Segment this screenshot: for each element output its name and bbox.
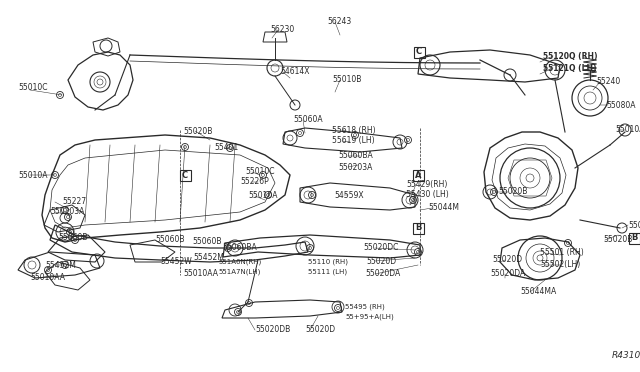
Text: 55020DC: 55020DC (363, 244, 398, 253)
Text: 55618 (RH): 55618 (RH) (332, 125, 376, 135)
Text: 55020DB: 55020DB (255, 326, 291, 334)
Text: 55010C: 55010C (245, 167, 275, 176)
Text: 55010C: 55010C (18, 83, 47, 93)
Text: 55080A: 55080A (606, 100, 636, 109)
Text: 55110 (RH): 55110 (RH) (308, 259, 348, 265)
Text: 55452W: 55452W (160, 257, 192, 266)
Text: 55010B: 55010B (332, 76, 362, 84)
Text: 55010A: 55010A (18, 170, 47, 180)
Text: 55452M: 55452M (193, 253, 224, 263)
Text: 55020D: 55020D (305, 326, 335, 334)
Text: 550203A: 550203A (50, 208, 84, 217)
Text: 551A7N(LH): 551A7N(LH) (218, 269, 260, 275)
Text: 55020D: 55020D (366, 257, 396, 266)
Text: 55240: 55240 (596, 77, 620, 87)
Text: B: B (415, 224, 421, 232)
Text: 55430 (LH): 55430 (LH) (406, 190, 449, 199)
Text: 55+95+A(LH): 55+95+A(LH) (345, 314, 394, 320)
Text: 55010AA: 55010AA (30, 273, 65, 282)
Text: A: A (415, 170, 421, 180)
Text: 55452M: 55452M (45, 260, 76, 269)
Text: 55060BA: 55060BA (338, 151, 372, 160)
Text: 55020D: 55020D (492, 256, 522, 264)
Text: 55227: 55227 (62, 198, 86, 206)
Text: B: B (631, 234, 637, 243)
Text: 55111 (LH): 55111 (LH) (308, 269, 347, 275)
Text: 55044MA: 55044MA (520, 288, 556, 296)
Text: 55020B: 55020B (183, 126, 212, 135)
Text: 55060B: 55060B (192, 237, 221, 246)
Text: 55502(LH): 55502(LH) (540, 260, 580, 269)
Text: 55020DA: 55020DA (365, 269, 400, 279)
Text: R431005F: R431005F (612, 350, 640, 359)
Text: 55226P: 55226P (240, 177, 269, 186)
Text: 55121Q (LH): 55121Q (LH) (543, 64, 596, 73)
Text: C: C (416, 48, 422, 57)
Text: 55010A: 55010A (615, 125, 640, 135)
Text: 55010A: 55010A (248, 192, 278, 201)
Text: 55429(RH): 55429(RH) (406, 180, 447, 189)
Text: 55060B: 55060B (58, 234, 88, 243)
Text: 54614X: 54614X (280, 67, 310, 77)
Text: 55495 (RH): 55495 (RH) (345, 304, 385, 310)
Text: 55060A: 55060A (293, 115, 323, 125)
Text: 55044M: 55044M (428, 203, 459, 212)
Text: 55619 (LH): 55619 (LH) (332, 137, 374, 145)
Text: 55010A: 55010A (628, 221, 640, 230)
Text: 55010AA: 55010AA (183, 269, 218, 278)
Text: 551A6N(RH): 551A6N(RH) (218, 259, 261, 265)
Text: C: C (182, 170, 188, 180)
Text: 56230: 56230 (270, 26, 294, 35)
Text: 55020DA: 55020DA (490, 269, 525, 279)
Text: 550203A: 550203A (338, 163, 372, 171)
Text: 56243: 56243 (327, 17, 351, 26)
Text: 55020B: 55020B (498, 187, 527, 196)
Text: 55020B: 55020B (603, 235, 632, 244)
Text: 55501 (RH): 55501 (RH) (540, 248, 584, 257)
Text: 55120Q (RH): 55120Q (RH) (543, 51, 598, 61)
Text: 55060B: 55060B (155, 235, 184, 244)
Text: 55060BA: 55060BA (222, 244, 257, 253)
Text: 55401: 55401 (214, 144, 238, 153)
Text: 54559X: 54559X (334, 190, 364, 199)
